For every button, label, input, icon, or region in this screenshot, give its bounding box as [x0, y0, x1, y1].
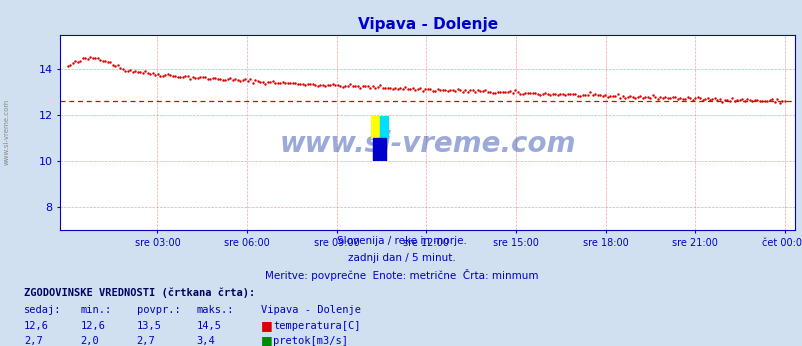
Text: min.:: min.: [80, 305, 111, 315]
Text: Meritve: povprečne  Enote: metrične  Črta: minmum: Meritve: povprečne Enote: metrične Črta:… [265, 268, 537, 281]
Text: 13,5: 13,5 [136, 321, 161, 331]
Text: 2,7: 2,7 [136, 336, 155, 346]
Bar [379, 116, 388, 138]
Text: povpr.:: povpr.: [136, 305, 180, 315]
Title: Vipava - Dolenje: Vipava - Dolenje [357, 17, 497, 32]
Text: zadnji dan / 5 minut.: zadnji dan / 5 minut. [347, 253, 455, 263]
Text: ■: ■ [261, 334, 273, 346]
Text: 12,6: 12,6 [80, 321, 105, 331]
Bar [373, 138, 386, 161]
Text: ■: ■ [261, 319, 273, 333]
Text: maks.:: maks.: [196, 305, 234, 315]
Text: Slovenija / reke in morje.: Slovenija / reke in morje. [336, 236, 466, 246]
Bar [371, 116, 379, 138]
Text: 14,5: 14,5 [196, 321, 221, 331]
Text: 2,0: 2,0 [80, 336, 99, 346]
Text: pretok[m3/s]: pretok[m3/s] [273, 336, 347, 346]
Text: sedaj:: sedaj: [24, 305, 62, 315]
Text: www.si-vreme.com: www.si-vreme.com [3, 98, 10, 165]
Text: www.si-vreme.com: www.si-vreme.com [279, 130, 575, 158]
Text: 12,6: 12,6 [24, 321, 49, 331]
Text: 3,4: 3,4 [196, 336, 215, 346]
Text: temperatura[C]: temperatura[C] [273, 321, 360, 331]
Text: Vipava - Dolenje: Vipava - Dolenje [261, 305, 361, 315]
Text: ZGODOVINSKE VREDNOSTI (črtkana črta):: ZGODOVINSKE VREDNOSTI (črtkana črta): [24, 287, 255, 298]
Text: 2,7: 2,7 [24, 336, 43, 346]
